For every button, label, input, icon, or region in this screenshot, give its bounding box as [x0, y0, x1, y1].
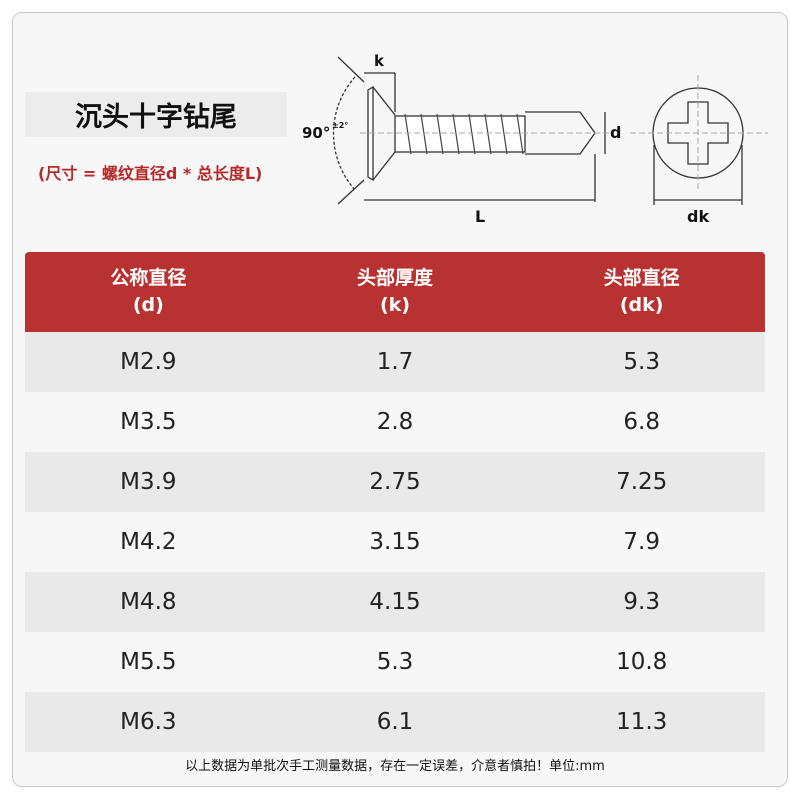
table-cell: M3.5: [120, 409, 177, 435]
table-row: M6.3 6.1 11.3: [25, 692, 765, 752]
label-dk: dk: [687, 207, 709, 226]
size-formula: (尺寸 = 螺纹直径d * 总长度L): [38, 164, 263, 183]
label-k: k: [374, 52, 385, 70]
table-cell: 11.3: [616, 709, 668, 735]
product-title: 沉头十字钻尾: [25, 92, 287, 137]
table-cell: 9.3: [623, 589, 660, 615]
screw-diagram: k d L dk 90° ±2°: [302, 52, 768, 226]
header-diameter: 公称直径 (d): [110, 267, 187, 316]
table-cell: 4.15: [369, 589, 421, 615]
table-cell: 7.9: [623, 529, 660, 555]
table-cell: 5.3: [623, 349, 660, 375]
table-cell: 3.15: [369, 529, 421, 555]
table-cell: M4.2: [120, 529, 177, 555]
table-cell: M5.5: [120, 649, 177, 675]
table-row: M5.5 5.3 10.8: [25, 632, 765, 692]
label-d: d: [610, 123, 621, 142]
table-cell: 6.8: [623, 409, 660, 435]
table-body: M2.9 1.7 5.3 M3.5 2.8 6.8 M3.9 2.75 7.25 M4.2 3.15…: [25, 332, 765, 752]
table-row: M4.2 3.15 7.9: [25, 512, 765, 572]
header-head-thickness: 头部厚度 (k): [357, 267, 434, 316]
label-L: L: [475, 207, 485, 226]
table-cell: 2.75: [369, 469, 421, 495]
table-cell: 6.1: [376, 709, 414, 735]
label-tolerance: ±2°: [332, 121, 348, 130]
measurement-note: 以上数据为单批次手工测量数据，存在一定误差，介意者慎拍！单位:mm: [185, 759, 605, 774]
label-angle: 90°: [302, 124, 330, 142]
table-row: M3.9 2.75 7.25: [25, 452, 765, 512]
table-row: M2.9 1.7 5.3: [25, 332, 765, 392]
spec-table: 公称直径 (d) 头部厚度 (k) 头部直径 (dk) M2.9 1.7 5.3 M3.5 2…: [25, 252, 765, 752]
table-cell: M3.9: [120, 469, 177, 495]
table-cell: M6.3: [120, 709, 177, 735]
table-cell: M2.9: [120, 349, 177, 375]
table-row: M4.8 4.15 9.3: [25, 572, 765, 632]
table-cell: M4.8: [120, 589, 177, 615]
table-cell: 2.8: [376, 409, 414, 435]
table-cell: 1.7: [376, 349, 414, 375]
header-head-diameter: 头部直径 (dk): [603, 267, 680, 316]
table-row: M3.5 2.8 6.8: [25, 392, 765, 452]
table-header: 公称直径 (d) 头部厚度 (k) 头部直径 (dk): [25, 252, 765, 332]
table-cell: 7.25: [616, 469, 668, 495]
table-cell: 10.8: [616, 649, 668, 675]
table-cell: 5.3: [376, 649, 414, 675]
